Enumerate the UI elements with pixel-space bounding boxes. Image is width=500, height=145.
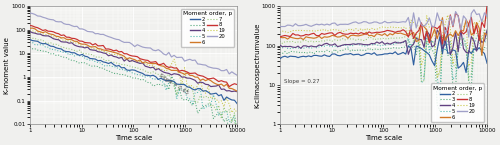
X-axis label: Time scale: Time scale xyxy=(115,135,152,141)
X-axis label: Time scale: Time scale xyxy=(365,135,402,141)
Legend: 2, 3, 4, 5, 6, 7, 8, 19, 20, : 2, 3, 4, 5, 6, 7, 8, 19, 20, xyxy=(431,84,484,122)
Text: Slope = 0.27: Slope = 0.27 xyxy=(284,79,320,84)
Y-axis label: K-moment value: K-moment value xyxy=(4,37,10,94)
Y-axis label: K-climacospectrumvalue: K-climacospectrumvalue xyxy=(254,22,260,108)
Text: Slope = 0.65: Slope = 0.65 xyxy=(158,73,190,96)
Legend: 2, 3, 4, 5, 6, 7, 8, 19, 20, : 2, 3, 4, 5, 6, 7, 8, 19, 20, xyxy=(181,9,234,47)
